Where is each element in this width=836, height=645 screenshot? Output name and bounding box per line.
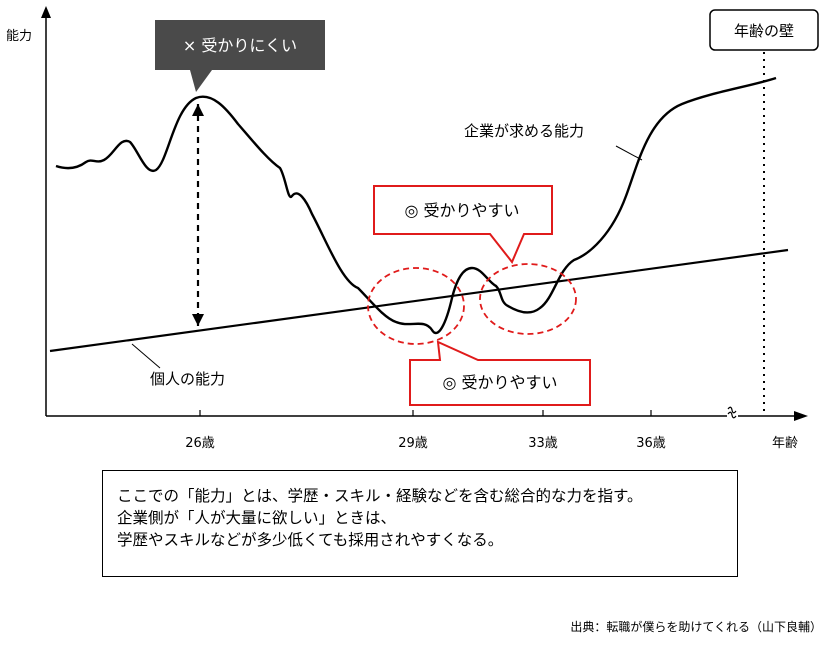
- series-company-leader: [615, 145, 643, 161]
- hard-callout-box: [155, 20, 325, 70]
- series-individual-label: 個人の能力: [150, 370, 225, 388]
- age-wall-label: 年齢の壁: [734, 22, 794, 40]
- y-axis-arrow: [41, 6, 51, 18]
- x-tick-label: 33歳: [528, 436, 558, 451]
- series-company-label: 企業が求める能力: [464, 122, 584, 140]
- series-company-curve: [55, 76, 777, 335]
- x-tick-label: 29歳: [398, 436, 428, 451]
- easy-callout-upper-text: ◎ 受かりやすい: [404, 201, 519, 220]
- note-line: 企業側が「人が大量に欲しい」ときは、: [117, 509, 397, 527]
- easy-zone-ellipse: [479, 263, 577, 335]
- easy-callout-upper: [373, 185, 553, 264]
- y-axis-label: 能力: [6, 29, 32, 44]
- x-axis-label: 年齢: [772, 436, 798, 451]
- age-wall-box: [709, 9, 819, 51]
- source-credit: 出典：転職が僕らを助けてくれる（山下良輔）: [570, 620, 822, 634]
- gap-arrow-head-bottom: [192, 314, 204, 326]
- chart: 26歳 29歳 33歳 36歳 能力 年齢 年齢の壁 企業が求める能力 個人の能…: [6, 6, 819, 451]
- easy-callout-lower-text: ◎ 受かりやすい: [442, 373, 557, 392]
- gap-arrow-head-top: [192, 104, 204, 116]
- series-individual-leader: [131, 343, 161, 369]
- note-line: ここでの「能力」とは、学歴・スキル・経験などを含む総合的な力を指す。: [117, 487, 643, 505]
- easy-zone-ellipse: [367, 267, 465, 345]
- x-axis-arrow: [794, 411, 808, 421]
- hard-callout-text: × 受かりにくい: [183, 36, 297, 55]
- hard-callout-pointer: [190, 70, 212, 92]
- x-tick-label: 36歳: [636, 436, 666, 451]
- easy-callout-lower: [409, 340, 591, 406]
- note-line: 学歴やスキルなどが多少低くても採用されやすくなる。: [117, 531, 504, 549]
- x-ticks: [199, 410, 652, 416]
- x-tick-label: 26歳: [185, 436, 215, 451]
- note-box: ここでの「能力」とは、学歴・スキル・経験などを含む総合的な力を指す。 企業側が「…: [102, 470, 738, 577]
- series-individual-line: [49, 248, 789, 353]
- axis-break-mark: [727, 406, 738, 424]
